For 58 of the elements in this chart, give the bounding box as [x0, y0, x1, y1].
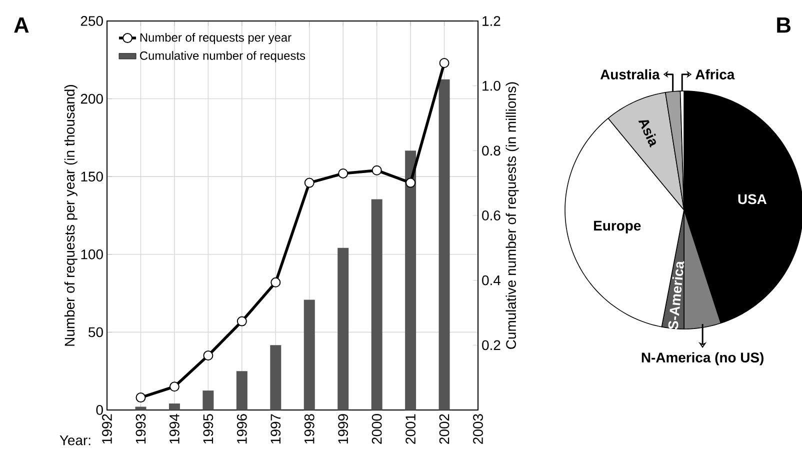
y2-axis-title: Cumulative number of requests (in millions) [506, 82, 519, 349]
bar [168, 404, 180, 410]
x-tick-label: 1994 [170, 414, 180, 444]
y-tick-label: 50 [88, 327, 103, 338]
point [270, 277, 281, 288]
y-tick-label: 200 [80, 94, 103, 104]
slice-label: S-America [668, 261, 684, 330]
bar [135, 406, 146, 410]
y-tick-label: 150 [81, 172, 103, 182]
x-tick-label: 1995 [203, 414, 214, 444]
x-tick-label: 1998 [304, 414, 314, 444]
x-tick-label: 1996 [236, 414, 247, 444]
x-tick-label: 1992 [102, 414, 112, 444]
bar [202, 390, 214, 410]
x-tick-label: 2003 [473, 414, 483, 444]
x-tick-label: 1997 [270, 414, 281, 444]
y2-tick-label: 0.4 [482, 275, 501, 286]
y-axis-title: Number of requests per year (in thousand) [64, 85, 78, 346]
y2-tick-label: 0.8 [482, 146, 500, 156]
slice-label: Europe [594, 220, 641, 234]
bar [304, 300, 315, 410]
slice-label: Asia [638, 120, 656, 148]
x-tick-label: 2001 [406, 414, 416, 444]
y2-tick-label: 1.0 [482, 80, 500, 91]
bar [438, 79, 450, 410]
x-axis-title: Year: [60, 436, 90, 446]
point [406, 178, 416, 188]
point [338, 168, 348, 178]
bar [236, 371, 248, 410]
text: B [777, 18, 790, 33]
point [169, 382, 180, 392]
point [136, 392, 146, 403]
y2-tick-label: 0.6 [482, 210, 500, 220]
point [439, 58, 450, 68]
bar [371, 199, 382, 410]
slice-label: N-America (no US) [642, 352, 764, 366]
y2-tick-label: 0.2 [482, 340, 500, 350]
text: A [14, 18, 29, 33]
legend-label: Cumulative number of requests [140, 51, 306, 62]
y-tick-label: 100 [81, 249, 103, 260]
point [203, 350, 214, 361]
y-tick-label: 0 [96, 405, 103, 415]
x-tick-label: 1993 [136, 414, 146, 444]
slice-label: Australia [600, 69, 660, 80]
point [372, 165, 382, 176]
y-tick-label: 250 [80, 16, 103, 26]
point [236, 316, 247, 326]
bar [405, 150, 416, 410]
x-tick-label: 2000 [372, 414, 382, 444]
legend-label: Number of requests per year [140, 32, 292, 44]
bar [270, 345, 282, 410]
x-tick-label: 2002 [439, 414, 450, 444]
bar [338, 248, 349, 410]
slice-label: USA [738, 194, 767, 204]
x-tick-label: 1999 [338, 414, 348, 444]
legend-label: Africa [695, 69, 735, 80]
y2-tick-label: 1.2 [482, 16, 500, 26]
point [304, 178, 314, 188]
